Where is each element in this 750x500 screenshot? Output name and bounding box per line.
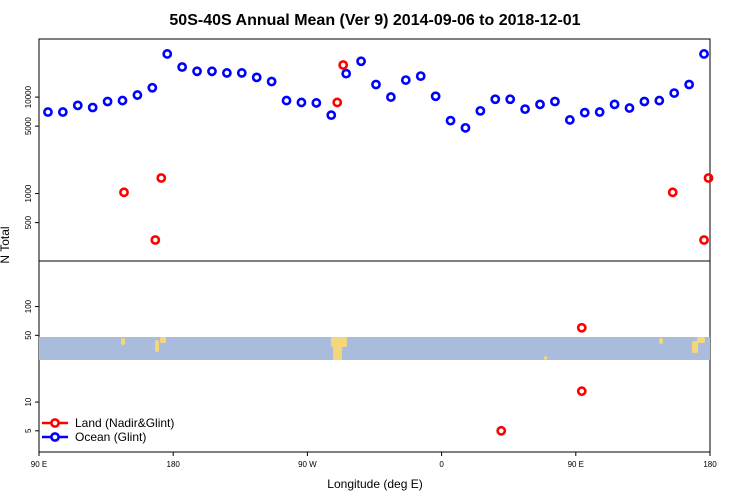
y-tick-label: 10 xyxy=(24,397,33,406)
ocean-point xyxy=(520,104,531,115)
ocean-point xyxy=(460,122,471,133)
x-tick-label: 90 W xyxy=(298,460,317,469)
land-point xyxy=(699,235,709,245)
chart-title: 50S-40S Annual Mean (Ver 9) 2014-09-06 t… xyxy=(169,12,580,29)
ocean-point xyxy=(132,90,143,100)
land-patch xyxy=(155,340,159,352)
ocean-point xyxy=(192,66,202,77)
land-patch xyxy=(692,341,698,353)
ocean-point xyxy=(400,75,411,85)
x-tick-label: 180 xyxy=(167,460,181,469)
legend: Land (Nadir&Glint)Ocean (Glint) xyxy=(42,416,174,444)
ocean-point xyxy=(475,105,486,116)
y-axis: 500 1000 5000 10000 5 10 50 100 xyxy=(24,85,39,433)
ocean-point xyxy=(162,49,173,59)
ocean-point xyxy=(624,103,635,113)
ocean-point xyxy=(430,91,441,102)
land-point xyxy=(576,386,587,397)
land-point xyxy=(667,187,678,198)
ocean-point xyxy=(117,95,128,106)
legend-label: Ocean (Glint) xyxy=(75,430,146,444)
ocean-point xyxy=(609,99,620,110)
y-tick-label: 100 xyxy=(24,299,33,313)
land-patch xyxy=(331,337,347,347)
ocean-point xyxy=(102,96,113,107)
ocean-point xyxy=(341,68,352,79)
x-axis: 90 E 180 90 W 0 90 E 180 xyxy=(31,452,717,469)
x-tick-label: 180 xyxy=(703,460,717,469)
y-axis-label: N Total xyxy=(0,226,12,263)
ocean-point xyxy=(356,56,366,67)
ocean-point xyxy=(371,79,381,90)
land-patch xyxy=(160,337,166,343)
ocean-point xyxy=(147,82,158,93)
land-point xyxy=(338,60,349,70)
ocean-point xyxy=(266,76,277,87)
ocean-point xyxy=(505,94,516,105)
y-tick-label: 10000 xyxy=(24,85,33,108)
legend-marker xyxy=(50,418,60,428)
x-axis-label: Longitude (deg E) xyxy=(327,477,422,491)
ocean-point xyxy=(296,97,307,108)
land-point xyxy=(332,97,343,108)
land-patch xyxy=(697,337,705,343)
upper-panel-frame xyxy=(38,38,711,262)
ocean-point xyxy=(57,107,68,117)
ocean-point xyxy=(72,100,83,111)
land-patch xyxy=(121,338,125,345)
ocean-point xyxy=(415,71,426,82)
ocean-point xyxy=(594,107,605,117)
land-patch xyxy=(333,346,342,360)
x-tick-label: 90 E xyxy=(31,460,47,469)
ocean-point xyxy=(654,95,665,106)
ocean-point xyxy=(535,99,545,110)
ocean-point xyxy=(87,102,98,113)
ocean-point xyxy=(639,96,650,107)
ocean-point xyxy=(490,94,501,105)
land-patch xyxy=(544,356,547,360)
y-tick-label: 50 xyxy=(24,330,33,339)
ocean-point xyxy=(281,95,292,106)
plot-points xyxy=(43,49,714,436)
legend-marker xyxy=(50,432,60,442)
ocean-point xyxy=(579,107,590,118)
ocean-point xyxy=(207,66,217,77)
ocean-point xyxy=(236,68,247,78)
y-tick-label: 500 xyxy=(24,215,33,229)
ocean-point xyxy=(311,98,322,108)
ocean-point xyxy=(684,79,695,90)
ocean-point xyxy=(177,62,188,72)
y-tick-label: 1000 xyxy=(24,184,33,202)
ocean-point xyxy=(251,72,262,83)
ocean-point xyxy=(550,96,560,107)
y-tick-label: 5000 xyxy=(24,117,33,135)
ocean-point xyxy=(43,107,53,117)
ocean-band xyxy=(39,337,710,360)
ocean-point xyxy=(221,68,232,78)
y-tick-label: 5 xyxy=(24,428,33,433)
ocean-point xyxy=(669,88,680,98)
ocean-point xyxy=(699,49,709,59)
land-point xyxy=(496,425,507,436)
ocean-point xyxy=(386,92,396,102)
legend-label: Land (Nadir&Glint) xyxy=(75,416,174,430)
x-tick-label: 0 xyxy=(439,460,444,469)
land-point xyxy=(119,187,129,198)
ocean-point xyxy=(326,110,337,121)
map-strip xyxy=(39,337,710,360)
land-point xyxy=(156,173,167,183)
land-point xyxy=(150,235,161,245)
land-patch xyxy=(659,338,663,344)
ocean-point xyxy=(445,115,456,126)
land-point xyxy=(576,322,587,333)
ocean-point xyxy=(564,115,575,125)
land-point xyxy=(703,173,714,183)
x-tick-label: 90 E xyxy=(568,460,584,469)
